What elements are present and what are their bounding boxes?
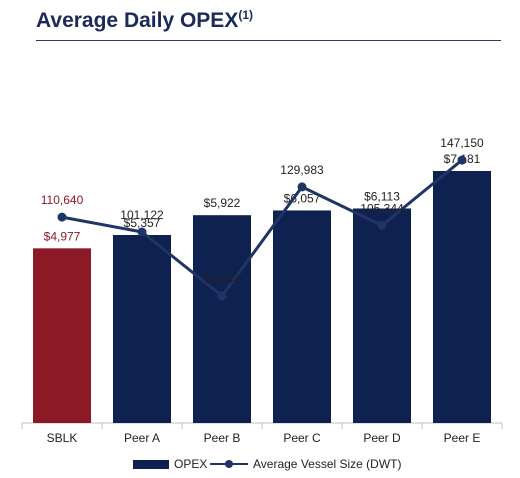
line-data-label: 105,344 bbox=[360, 201, 404, 215]
bar-peer-a bbox=[113, 235, 171, 423]
bar-data-label: $5,357 bbox=[124, 216, 161, 230]
line-point bbox=[297, 182, 307, 192]
line-data-label: 110,640 bbox=[41, 193, 84, 207]
chart-legend: OPEX Average Vessel Size (DWT) bbox=[0, 457, 520, 473]
legend-line-dot bbox=[225, 460, 233, 468]
bar-data-label: $6,057 bbox=[284, 191, 321, 205]
chart-title: Average Daily OPEX(1) bbox=[36, 8, 253, 33]
line-data-label: 60,244 bbox=[204, 272, 241, 286]
x-tick-label: Peer D bbox=[363, 431, 401, 445]
bar-peer-b bbox=[193, 215, 251, 423]
x-tick-label: Peer E bbox=[444, 431, 481, 445]
line-point bbox=[137, 227, 147, 237]
line-data-label: 101,122 bbox=[120, 208, 164, 222]
x-tick-label: Peer B bbox=[204, 431, 241, 445]
bar-sblk bbox=[33, 248, 91, 423]
title-divider bbox=[36, 40, 501, 41]
bar-peer-c bbox=[273, 210, 331, 423]
line-point bbox=[217, 291, 227, 301]
legend-label-vessel-size: Average Vessel Size (DWT) bbox=[253, 457, 402, 471]
bar-peer-d bbox=[353, 208, 411, 423]
legend-swatch-opex bbox=[133, 459, 169, 469]
bar-data-label: $5,922 bbox=[204, 196, 241, 210]
line-data-label: 147,150 bbox=[440, 136, 484, 150]
legend-item-vessel-size: Average Vessel Size (DWT) bbox=[210, 457, 402, 471]
legend-line-marker bbox=[210, 457, 248, 471]
legend-label-opex: OPEX bbox=[174, 457, 208, 471]
x-tick-label: Peer C bbox=[283, 431, 321, 445]
line-point bbox=[457, 155, 467, 165]
line-vessel-size bbox=[61, 158, 463, 298]
bar-data-label: $4,977 bbox=[44, 229, 81, 243]
line-point bbox=[377, 220, 387, 230]
x-tick-label: Peer A bbox=[124, 431, 160, 445]
bar-peer-e bbox=[433, 171, 491, 423]
legend-item-opex: OPEX bbox=[133, 457, 207, 471]
line-point bbox=[57, 212, 67, 222]
chart-title-text: Average Daily OPEX bbox=[36, 9, 239, 32]
chart-title-footnote: (1) bbox=[238, 8, 253, 22]
line-data-label: 129,983 bbox=[280, 163, 324, 177]
bar-data-label: $6,113 bbox=[364, 189, 400, 203]
x-tick-label: SBLK bbox=[47, 431, 78, 445]
